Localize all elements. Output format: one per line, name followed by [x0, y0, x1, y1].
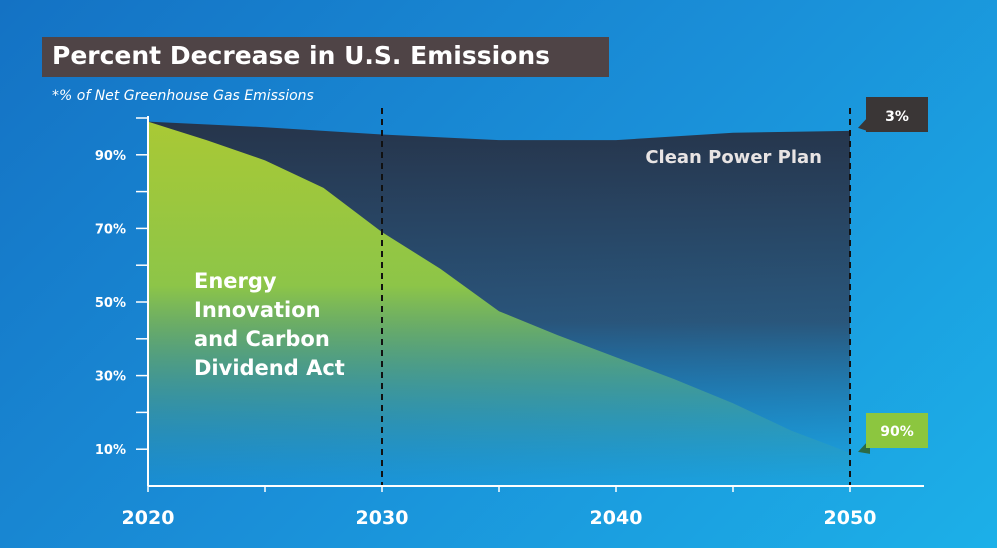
x-tick-label: 2030 — [356, 507, 409, 529]
end-label-box-ei-cd-act — [866, 413, 928, 448]
y-tick-label: 10% — [95, 443, 126, 458]
series-area-ei-cd-act — [148, 121, 850, 487]
series-label-ei-cd-act-line: Innovation — [194, 298, 321, 322]
end-label-box-clean-power-plan — [866, 97, 928, 132]
chart-title: Percent Decrease in U.S. Emissions — [42, 37, 609, 77]
series-label-ei-cd-act-line: Energy — [194, 269, 277, 293]
x-tick-label: 2050 — [824, 507, 877, 529]
series-label-ei-cd-act-line: Dividend Act — [194, 356, 345, 380]
chart-subtitle: *% of Net Greenhouse Gas Emissions — [52, 88, 314, 104]
y-tick-label: 30% — [95, 370, 126, 385]
y-tick-label: 50% — [95, 296, 126, 311]
series-label-clean-power-plan: Clean Power Plan — [645, 147, 822, 168]
series-label-ei-cd-act-line: and Carbon — [194, 327, 330, 351]
end-label-clean-power-plan: 3% — [885, 109, 909, 125]
y-tick-label: 90% — [95, 149, 126, 164]
x-tick-label: 2020 — [122, 507, 175, 529]
y-tick-label: 70% — [95, 222, 126, 237]
end-label-ei-cd-act: 90% — [880, 424, 914, 440]
x-tick-label: 2040 — [590, 507, 643, 529]
